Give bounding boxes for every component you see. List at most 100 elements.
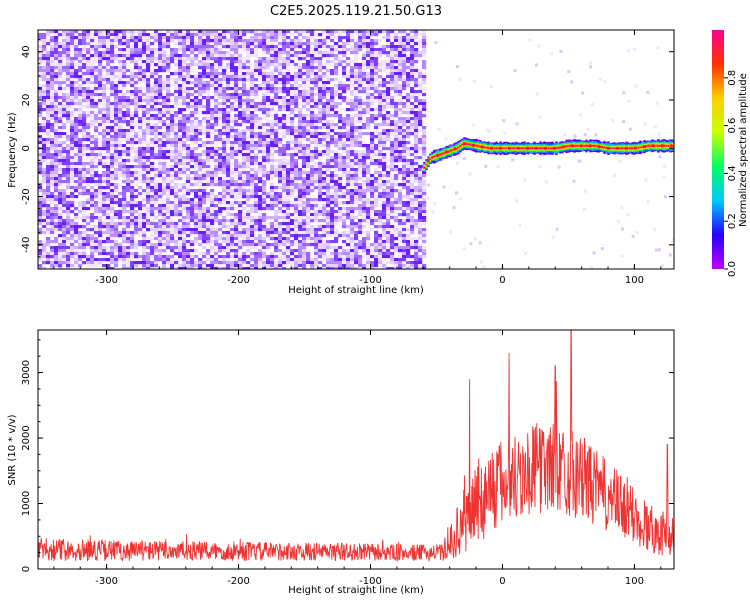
noise-cell (150, 180, 155, 184)
noise-cell (314, 186, 319, 190)
noise-cell (98, 180, 103, 184)
noise-cell (262, 216, 267, 220)
noise-cell (258, 84, 263, 88)
noise-cell (242, 93, 247, 97)
noise-cell (378, 66, 383, 70)
noise-cell (238, 45, 243, 49)
noise-cell (158, 39, 163, 43)
noise-cell (118, 213, 123, 217)
noise-cell (234, 201, 239, 205)
noise-cell (190, 33, 195, 37)
noise-cell (406, 78, 411, 82)
noise-cell (58, 45, 63, 49)
noise-cell (330, 150, 335, 154)
noise-cell (294, 171, 299, 175)
noise-cell (70, 102, 75, 106)
noise-cell (406, 189, 411, 193)
noise-cell (82, 207, 87, 211)
noise-cell (50, 75, 55, 79)
noise-cell (270, 123, 275, 127)
noise-cell (70, 66, 75, 70)
noise-cell (242, 192, 247, 196)
noise-cell (302, 165, 307, 169)
noise-cell (42, 177, 47, 181)
noise-cell (166, 156, 171, 160)
noise-cell (270, 168, 275, 172)
noise-cell (406, 192, 411, 196)
noise-cell (202, 42, 207, 46)
noise-cell (138, 177, 143, 181)
noise-cell (350, 171, 355, 175)
noise-cell (306, 159, 311, 163)
noise-cell (206, 81, 211, 85)
noise-cell (198, 39, 203, 43)
noise-cell (134, 159, 139, 163)
noise-cell (414, 150, 419, 154)
noise-cell (414, 117, 419, 121)
noise-cell (394, 165, 399, 169)
noise-cell (258, 66, 263, 70)
noise-cell (402, 78, 407, 82)
noise-cell (146, 117, 151, 121)
noise-cell (182, 63, 187, 67)
noise-cell (414, 69, 419, 73)
noise-cell (238, 153, 243, 157)
noise-cell (150, 141, 155, 145)
noise-cell (278, 96, 283, 100)
noise-cell (398, 66, 403, 70)
noise-cell (130, 192, 135, 196)
noise-cell (198, 189, 203, 193)
noise-cell (286, 144, 291, 148)
noise-cell (242, 66, 247, 70)
noise-cell (386, 192, 391, 196)
noise-cell (86, 132, 91, 136)
noise-cell (42, 45, 47, 49)
noise-cell (374, 126, 379, 130)
noise-cell (362, 171, 367, 175)
noise-cell (282, 162, 287, 166)
noise-cell (138, 36, 143, 40)
noise-cell (150, 51, 155, 55)
noise-cell (282, 117, 287, 121)
noise-cell (254, 51, 259, 55)
noise-cell (382, 195, 387, 199)
noise-cell (230, 177, 235, 181)
noise-cell (406, 54, 411, 58)
noise-cell (250, 120, 255, 124)
noise-cell (74, 180, 79, 184)
noise-cell (214, 51, 219, 55)
noise-cell (306, 60, 311, 64)
noise-cell (406, 45, 411, 49)
noise-cell (422, 174, 427, 178)
noise-cell (386, 45, 391, 49)
noise-cell (338, 159, 343, 163)
noise-cell (42, 51, 47, 55)
noise-cell (74, 102, 79, 106)
noise-cell (70, 39, 75, 43)
noise-cell (46, 186, 51, 190)
noise-cell (298, 30, 303, 34)
noise-cell (390, 30, 395, 34)
noise-cell (190, 171, 195, 175)
noise-cell (338, 186, 343, 190)
noise-cell (218, 156, 223, 160)
noise-cell (254, 30, 259, 34)
noise-cell (182, 87, 187, 91)
noise-cell (358, 150, 363, 154)
noise-cell (326, 45, 331, 49)
noise-cell (254, 201, 259, 205)
noise-cell (410, 36, 415, 40)
noise-cell (378, 99, 383, 103)
noise-cell (82, 63, 87, 67)
noise-cell (174, 129, 179, 133)
noise-cell (186, 69, 191, 73)
noise-cell (406, 132, 411, 136)
noise-cell (362, 213, 367, 217)
noise-cell (386, 165, 391, 169)
noise-cell (182, 33, 187, 37)
noise-cell (342, 174, 347, 178)
noise-cell (394, 108, 399, 112)
noise-cell (310, 198, 315, 202)
noise-cell (346, 72, 351, 76)
noise-cell (166, 195, 171, 199)
